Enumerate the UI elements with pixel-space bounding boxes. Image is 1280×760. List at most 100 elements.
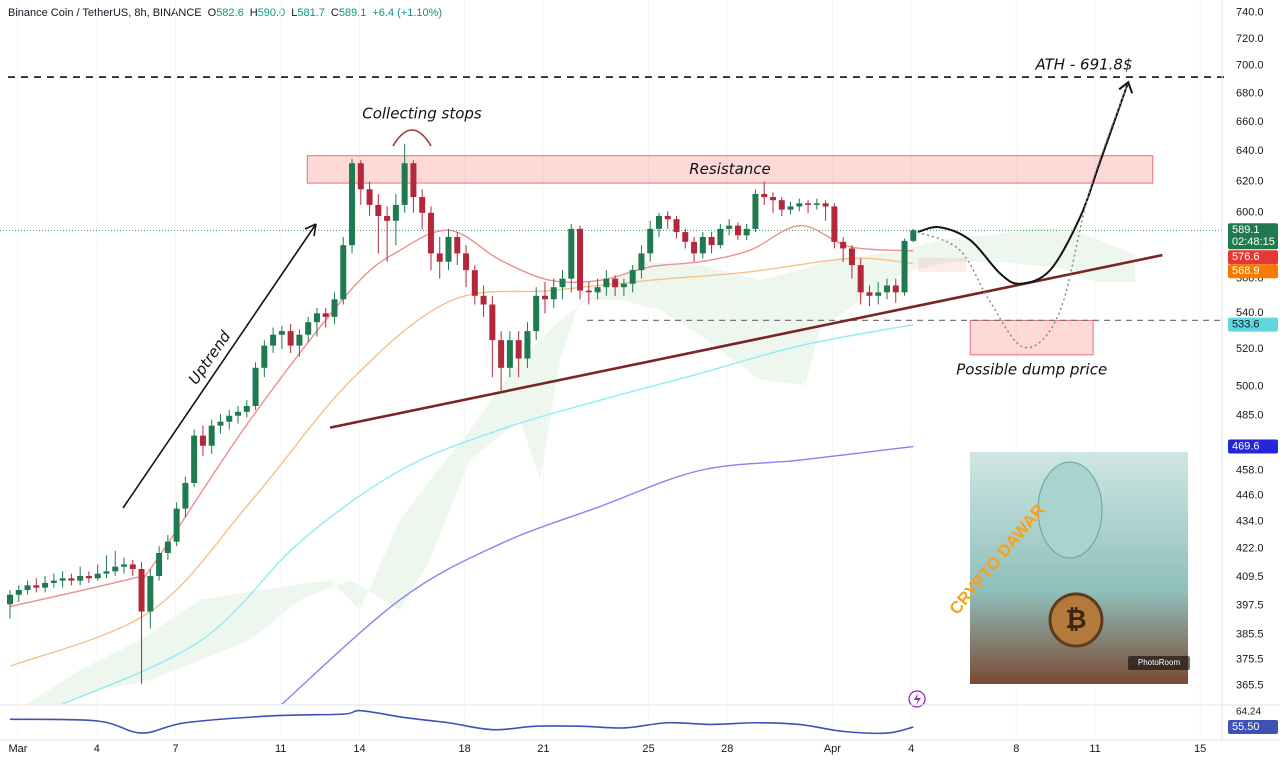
plot — [8, 224, 1222, 736]
candle-body — [138, 569, 145, 612]
annotation: Resistance — [689, 160, 771, 178]
coin-symbol: ₿ — [1065, 604, 1086, 634]
field-label: L — [291, 7, 298, 19]
rsi-value-label: 55.50 — [1232, 721, 1260, 733]
ohlc-field: O 582.6 — [208, 7, 244, 19]
candle-body — [427, 212, 434, 254]
candle-body — [664, 216, 671, 220]
candle-body — [691, 241, 698, 254]
annotation: Uptrend — [185, 327, 235, 388]
watermark: ₿ CRYPTO DAWAR PhotoRoom — [946, 452, 1190, 684]
candle-body — [15, 590, 22, 595]
candle-body — [752, 193, 759, 229]
line-value-label: 533.6 — [1232, 319, 1260, 331]
symbol: Binance Coin / TetherUS, 8h, BINANCE — [8, 7, 202, 19]
y-tick-label: 520.0 — [1236, 343, 1264, 355]
candle-body — [226, 415, 233, 422]
dump-zone — [969, 319, 1094, 356]
candle-body — [629, 270, 636, 284]
candle-body — [892, 285, 899, 293]
candle-body — [199, 435, 206, 446]
candle-body — [840, 241, 847, 249]
candle-body — [164, 541, 171, 553]
x-tick-label: 11 — [275, 743, 286, 755]
candle-body — [156, 552, 163, 576]
candle-body — [357, 163, 364, 190]
candle-body — [875, 292, 882, 296]
candle-body — [813, 203, 820, 205]
candle-body — [708, 236, 715, 246]
candle-body — [68, 578, 75, 581]
candle-body — [761, 193, 768, 198]
candle-body — [392, 204, 399, 221]
rsi-band — [8, 712, 1222, 736]
candle-body — [121, 564, 128, 567]
candle-body — [603, 278, 610, 288]
y-tick-label: 740.0 — [1236, 7, 1264, 19]
x-tick-label: 8 — [1013, 743, 1019, 755]
ma-line — [9, 224, 914, 608]
artwork-coin — [1048, 592, 1104, 648]
candle-body — [577, 228, 584, 291]
candle-body — [612, 278, 619, 288]
candle-body — [401, 163, 408, 205]
candle-body — [506, 340, 513, 368]
candle-body — [85, 575, 92, 579]
candle-body — [515, 340, 522, 359]
y-tick-label: 434.0 — [1236, 516, 1264, 528]
candle-body — [112, 566, 119, 572]
candle-body — [638, 253, 645, 271]
candle-body — [857, 265, 864, 293]
candle-body — [59, 578, 66, 581]
candle-body — [419, 197, 426, 213]
candle-body — [594, 287, 601, 293]
artwork-head — [1037, 461, 1103, 559]
candle-body — [235, 411, 242, 416]
candle-body — [103, 571, 110, 574]
candle-body — [278, 331, 285, 335]
annotation: Possible dump price — [956, 360, 1107, 378]
rsi-value-label-box — [1228, 720, 1278, 735]
grid — [17, 0, 1201, 740]
candle-body — [340, 245, 347, 300]
candle-body — [787, 206, 794, 210]
y-tick-label: 422.0 — [1236, 542, 1264, 554]
line-value-label-box — [1228, 250, 1278, 265]
last-price: 589.1 — [1232, 224, 1260, 236]
forecast-arrow-head — [1118, 80, 1134, 94]
y-tick-label: 385.5 — [1236, 629, 1264, 641]
rsi-tick-label: 64.24 — [1236, 707, 1261, 718]
candle-body — [673, 219, 680, 233]
ohlc-field: H 590.0 — [250, 7, 285, 19]
y-tick-label: 680.0 — [1236, 87, 1264, 99]
x-tick-label: 11 — [1089, 743, 1100, 755]
ohlc-field: L 581.7 — [291, 7, 325, 19]
candle-body — [410, 163, 417, 198]
candle-body — [7, 594, 13, 605]
y-tick-label: 660.0 — [1236, 116, 1264, 128]
candle-body — [366, 189, 373, 205]
candle-body — [848, 248, 855, 266]
y-tick-label: 397.5 — [1236, 599, 1264, 611]
candle-body — [822, 203, 829, 207]
candle-body — [77, 575, 84, 581]
candle-body — [471, 270, 478, 296]
field-value: 590.0 — [257, 7, 286, 19]
line-value-label: 576.6 — [1232, 251, 1260, 263]
candle-body — [831, 206, 838, 242]
credit: PhotoRoom — [1138, 658, 1181, 667]
candle-body — [50, 580, 57, 583]
line-value-label-box — [1228, 264, 1278, 279]
candle-body — [287, 331, 294, 346]
candle-body — [884, 285, 890, 293]
candle-body — [585, 290, 592, 293]
candle-body — [349, 163, 356, 246]
line-value-label-box — [1228, 317, 1278, 332]
candle-body — [270, 334, 277, 346]
annotation: Collecting stops — [362, 105, 482, 123]
candle-body — [699, 236, 706, 254]
candle-body — [24, 585, 31, 591]
alert-bolt — [914, 693, 921, 705]
